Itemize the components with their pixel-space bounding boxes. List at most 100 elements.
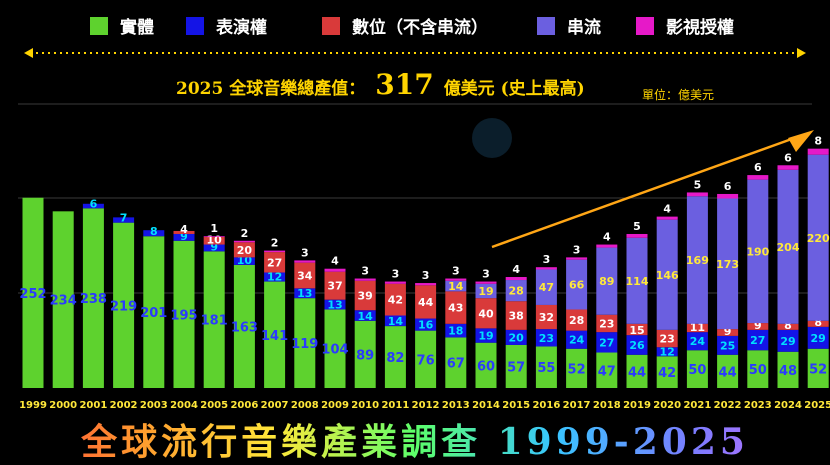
bar-segment (626, 237, 648, 324)
bar-segment (656, 329, 678, 348)
data-label: 42 (388, 294, 403, 307)
bar-segment (807, 154, 829, 321)
data-label: 8 (150, 225, 158, 238)
data-label: 50 (688, 363, 706, 378)
bar-segment (505, 280, 527, 302)
bar-segment (475, 281, 497, 284)
bar-segment (505, 329, 527, 345)
bar-segment (686, 196, 708, 324)
data-label: 57 (507, 360, 525, 375)
unit-label: 單位：億美元 (642, 88, 715, 102)
data-label: 169 (686, 254, 709, 267)
bar-segment (596, 332, 618, 353)
bar-segment (475, 328, 497, 343)
bar-segment (566, 257, 588, 260)
x-tick-label: 2017 (563, 400, 591, 411)
data-label: 37 (327, 280, 342, 293)
data-label: 9 (754, 319, 762, 332)
x-tick-label: 2013 (442, 400, 470, 411)
data-label: 28 (569, 314, 584, 327)
data-label: 6 (90, 197, 98, 210)
bar-segment (777, 323, 799, 330)
bar-segment (264, 281, 286, 388)
data-label: 5 (694, 178, 702, 191)
bar-segment (535, 329, 557, 347)
x-tick-label: 2014 (472, 400, 500, 411)
x-tick-label: 2002 (110, 400, 138, 411)
data-label: 8 (814, 135, 822, 148)
bar-segment (596, 247, 618, 315)
bar-segment (686, 350, 708, 388)
data-label: 8 (784, 319, 792, 332)
data-label: 104 (321, 343, 348, 358)
bar-segment (626, 354, 648, 388)
bar-segment (596, 352, 618, 388)
bar-segment (777, 165, 799, 170)
bar-segment (656, 356, 678, 388)
headline-suffix: 億美元 (史上最高) (443, 79, 585, 99)
data-label: 7 (120, 212, 128, 225)
data-label: 26 (629, 339, 645, 352)
bar-segment (747, 323, 769, 330)
data-label: 42 (658, 366, 676, 381)
bar-segment (717, 329, 739, 336)
data-label: 20 (509, 331, 525, 344)
trend-arrowhead (788, 130, 814, 152)
data-label: 89 (356, 348, 374, 363)
data-label: 23 (539, 332, 554, 345)
data-label: 3 (543, 253, 551, 266)
data-label: 6 (724, 180, 732, 193)
data-label: 16 (418, 319, 434, 332)
x-tick-label: 2022 (714, 400, 742, 411)
bar-segment (717, 193, 739, 199)
x-tick-label: 2010 (351, 400, 379, 411)
bar-segment (233, 257, 255, 265)
bar-segment (203, 251, 225, 388)
bar-segment (656, 219, 678, 330)
x-tick-label: 2012 (412, 400, 440, 411)
bar-segment (475, 298, 497, 329)
bar-segment (354, 278, 376, 281)
data-label: 52 (809, 362, 827, 377)
bar-segment (535, 267, 557, 270)
legend-swatch (537, 16, 555, 35)
data-label: 34 (297, 270, 313, 283)
data-label: 3 (422, 269, 430, 282)
legend-label: 數位（不含串流） (352, 18, 488, 38)
data-label: 89 (599, 275, 614, 288)
x-tick-label: 2020 (653, 400, 681, 411)
bar-segment (475, 283, 497, 299)
legend-item: 影視授權 (636, 13, 734, 38)
data-label: 195 (170, 308, 197, 323)
bar-segment (143, 230, 165, 237)
legend-item: 串流 (537, 13, 601, 38)
bar-segment (717, 198, 739, 330)
x-tick-label: 2018 (593, 400, 621, 411)
data-label: 141 (261, 329, 288, 344)
data-label: 3 (452, 265, 460, 278)
x-tick-label: 2005 (200, 400, 228, 411)
bar-segment (82, 208, 104, 388)
data-label: 27 (750, 334, 765, 347)
data-label: 220 (807, 232, 830, 245)
bar-segment (535, 346, 557, 388)
bar-segment (324, 309, 346, 388)
bar-segment (354, 320, 376, 388)
data-label: 12 (267, 271, 282, 284)
bar-segment (566, 330, 588, 349)
bar-segment (656, 347, 678, 357)
bar-segment (505, 344, 527, 388)
data-label: 4 (663, 203, 671, 216)
data-label: 14 (358, 310, 374, 323)
legend: 實體 表演權 數位（不含串流） 串流 影視授權 (0, 13, 830, 41)
data-label: 25 (720, 339, 735, 352)
data-label: 13 (297, 287, 312, 300)
data-label: 19 (478, 285, 493, 298)
bar-segment (445, 278, 467, 281)
data-label: 10 (207, 234, 223, 247)
data-label: 20 (237, 244, 253, 257)
x-tick-label: 1999 (19, 400, 47, 411)
bar-segment (596, 314, 618, 333)
bar-segment (113, 222, 135, 388)
trend-arrow-line (491, 134, 801, 249)
